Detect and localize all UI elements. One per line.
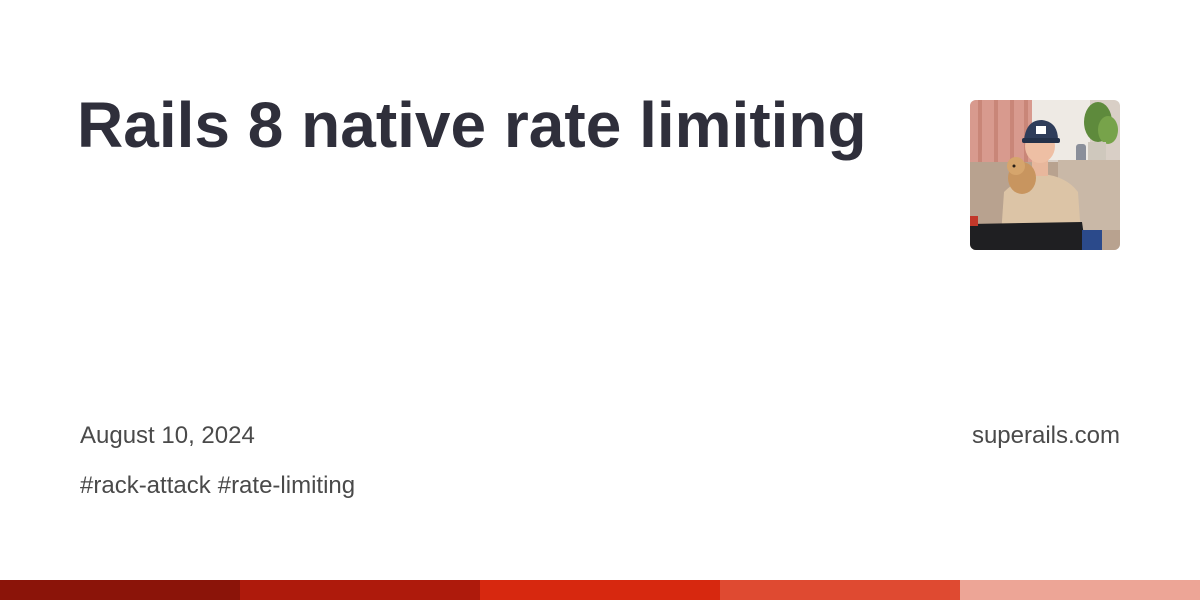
stripe-segment	[0, 580, 240, 600]
post-title: Rails 8 native rate limiting	[77, 89, 867, 161]
site-domain-link[interactable]: superails.com	[971, 422, 1120, 449]
tag-rack-attack[interactable]: #rack-attack	[80, 472, 211, 499]
stripe-segment	[480, 580, 720, 600]
author-avatar	[970, 100, 1120, 250]
stripe-segment	[240, 580, 480, 600]
post-date: August 10, 2024	[80, 422, 255, 449]
post-tags: #rack-attack #rate-limiting	[80, 472, 355, 500]
brand-stripe	[0, 580, 1200, 600]
stripe-segment	[720, 580, 960, 600]
tag-rate-limiting[interactable]: #rate-limiting	[217, 472, 356, 499]
author-photo-icon	[970, 100, 1120, 250]
stripe-segment	[960, 580, 1200, 600]
